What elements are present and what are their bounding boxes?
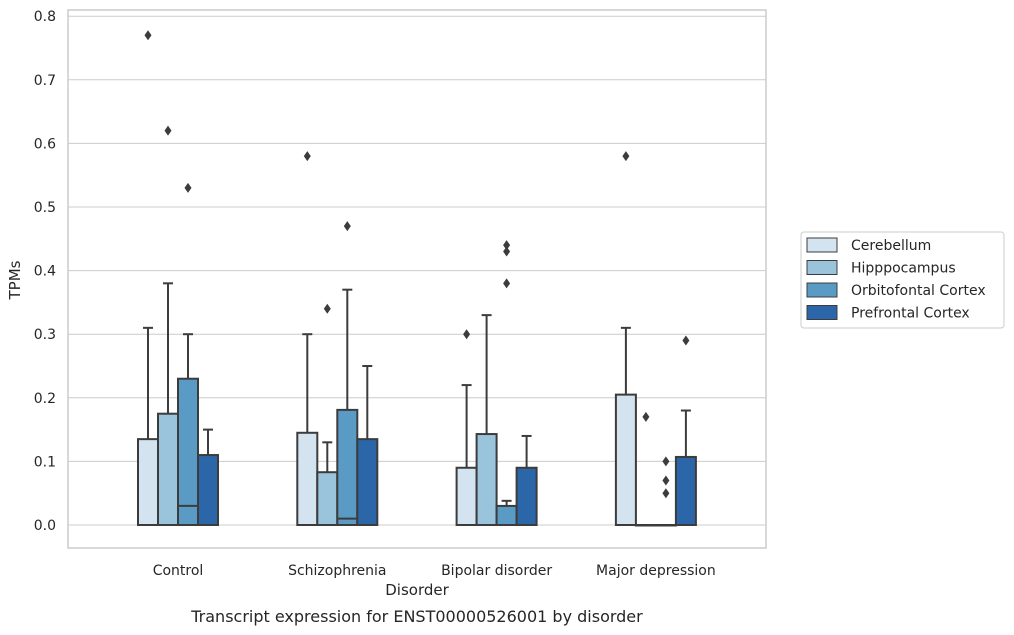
outlier-point bbox=[682, 335, 690, 346]
box-prefrontal-cortex bbox=[515, 434, 538, 527]
outlier-point bbox=[144, 30, 152, 41]
outlier-point bbox=[164, 125, 172, 136]
legend-label: Hipppocampus bbox=[851, 261, 956, 277]
legend-swatch bbox=[806, 260, 838, 275]
box-hipppocampus bbox=[157, 125, 179, 527]
outlier-point bbox=[622, 151, 630, 162]
box-hipppocampus bbox=[316, 303, 339, 527]
box bbox=[316, 471, 339, 527]
outlier-point bbox=[642, 411, 650, 422]
box bbox=[137, 438, 159, 527]
y-tick-label: 0.1 bbox=[34, 454, 56, 470]
box-hipppocampus bbox=[475, 314, 498, 526]
box bbox=[674, 455, 697, 526]
x-tick-label: Schizophrenia bbox=[288, 563, 386, 579]
y-tick-label: 0.0 bbox=[34, 518, 56, 534]
box bbox=[157, 412, 179, 527]
legend-label: Orbitofontal Cortex bbox=[851, 283, 986, 299]
y-tick-label: 0.5 bbox=[34, 200, 56, 216]
x-axis-ticks: Control Schizophrenia Bipolar disorder Majo… bbox=[153, 563, 716, 579]
box-cerebellum bbox=[137, 30, 159, 527]
box-orbitofontal-cortex bbox=[495, 240, 518, 527]
legend-swatch bbox=[806, 282, 838, 298]
x-tick-label: Major depression bbox=[596, 563, 716, 579]
y-axis-ticks: 0.0 0.1 0.2 0.3 0.4 0.5 0.6 0.7 0.8 bbox=[34, 9, 56, 534]
legend: Cerebellum Hipppocampus Orbitofontal Corte… bbox=[800, 231, 1005, 329]
chart-caption: Transcript expression for ENST0000052600… bbox=[190, 607, 643, 626]
legend-swatch bbox=[806, 305, 838, 320]
legend-swatch bbox=[806, 237, 838, 253]
y-axis-title: TPMs bbox=[6, 260, 24, 300]
box-prefrontal-cortex bbox=[356, 365, 379, 527]
legend-label: Cerebellum bbox=[851, 238, 931, 254]
box-cerebellum bbox=[614, 151, 637, 526]
x-tick-label: Bipolar disorder bbox=[441, 563, 552, 579]
outlier-point bbox=[323, 303, 331, 314]
y-tick-label: 0.4 bbox=[34, 264, 56, 280]
box bbox=[296, 431, 319, 526]
legend-frame bbox=[800, 231, 1005, 329]
box bbox=[356, 438, 379, 527]
y-tick-label: 0.2 bbox=[34, 391, 56, 407]
legend-label: Prefrontal Cortex bbox=[851, 306, 970, 322]
box-groups bbox=[137, 30, 697, 527]
box-hipppocampus bbox=[634, 411, 657, 527]
box-prefrontal-cortex bbox=[197, 428, 219, 527]
outlier-point bbox=[184, 182, 192, 193]
outlier-point bbox=[503, 246, 511, 257]
box bbox=[515, 466, 538, 527]
box-orbitofontal-cortex bbox=[336, 221, 359, 526]
outlier-point bbox=[503, 240, 511, 251]
y-tick-label: 0.7 bbox=[34, 73, 56, 89]
box bbox=[197, 454, 219, 527]
outlier-point bbox=[343, 221, 351, 232]
box bbox=[336, 408, 359, 526]
outlier-point bbox=[463, 329, 471, 340]
y-tick-label: 0.6 bbox=[34, 136, 56, 152]
y-tick-label: 0.3 bbox=[34, 327, 56, 343]
outlier-point bbox=[662, 488, 670, 499]
box bbox=[614, 393, 637, 526]
box bbox=[475, 433, 498, 526]
y-tick-label: 0.8 bbox=[34, 9, 56, 25]
box-orbitofontal-cortex bbox=[654, 456, 677, 527]
outlier-point bbox=[303, 151, 311, 162]
x-axis-title: Disorder bbox=[385, 581, 449, 599]
plot-frame bbox=[67, 9, 767, 549]
box bbox=[177, 377, 199, 526]
outlier-point bbox=[662, 475, 670, 486]
box bbox=[455, 466, 478, 527]
box-cerebellum bbox=[455, 329, 478, 527]
outlier-point bbox=[662, 456, 670, 467]
box-prefrontal-cortex bbox=[674, 335, 697, 526]
x-tick-label: Control bbox=[153, 563, 204, 579]
box-orbitofontal-cortex bbox=[177, 182, 199, 526]
box bbox=[495, 504, 518, 527]
outlier-point bbox=[503, 278, 511, 289]
